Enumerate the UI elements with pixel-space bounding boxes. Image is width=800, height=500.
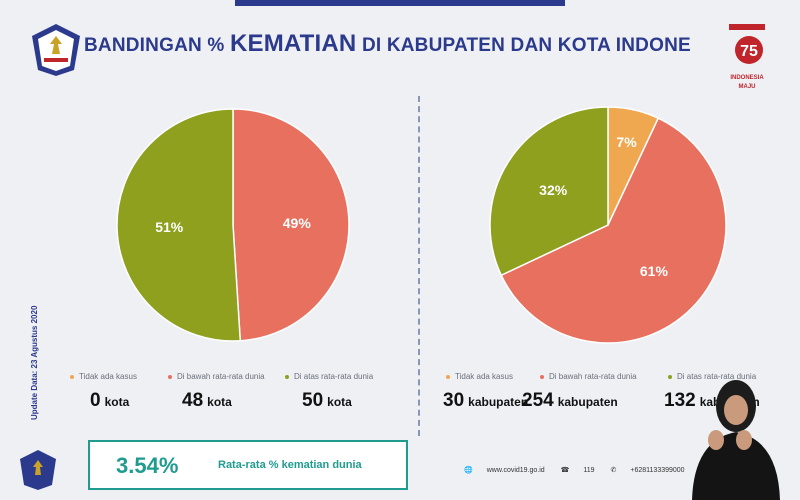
count-unit: kabupaten xyxy=(557,395,618,409)
count-none-kabupaten: 30 kabupaten xyxy=(443,390,528,412)
count-number: 50 xyxy=(302,390,324,411)
pie-slice-above xyxy=(116,108,242,342)
title-emphasis: KEMATIAN xyxy=(229,30,357,57)
count-number: 30 xyxy=(443,390,465,411)
legend-dot xyxy=(70,374,74,379)
legend-none-kabupaten: Tidak ada kasus xyxy=(446,372,513,381)
bnpb-logo-icon xyxy=(32,24,80,76)
count-number: 132 xyxy=(664,390,696,411)
legend-below-kabupaten: Di bawah rata-rata dunia xyxy=(540,372,637,381)
headset-icon: ☎ xyxy=(560,467,570,474)
footer-website: www.covid19.go.id xyxy=(486,467,545,474)
top-accent-bar xyxy=(235,0,565,6)
legend-label: Di atas rata-rata dunia xyxy=(677,372,757,381)
pie-label-none: 7% xyxy=(616,134,637,150)
title-suffix: DI KABUPATEN DAN KOTA INDONE xyxy=(361,35,691,56)
count-above-kota: 50 kota xyxy=(302,390,352,412)
pie-slice-above xyxy=(489,106,609,277)
count-number: 254 xyxy=(522,390,554,411)
pie-chart-kabupaten: 7% 61% 32% xyxy=(489,106,727,344)
brand-text-2: MAJU xyxy=(738,84,756,90)
legend-label: Tidak ada kasus xyxy=(79,372,137,381)
update-date-label: Update Data: 23 Agustus 2020 xyxy=(30,305,39,420)
pie-label-below: 61% xyxy=(640,263,669,279)
count-none-kota: 0 kota xyxy=(90,390,129,412)
indonesia-maju-logo: 75 INDONESIA MAJU xyxy=(722,22,772,92)
legend-dot xyxy=(668,374,672,379)
count-unit: kota xyxy=(104,395,130,409)
count-unit: kota xyxy=(207,395,232,409)
count-number: 0 xyxy=(90,390,101,411)
anniversary-75-icon: 75 xyxy=(729,24,765,64)
pie-label-above: 32% xyxy=(539,182,568,198)
count-number: 48 xyxy=(182,390,204,411)
count-below-kabupaten: 254 kabupaten xyxy=(522,390,618,412)
pie-label-above: 51% xyxy=(155,219,184,235)
page-title: BANDINGAN % KEMATIAN DI KABUPATEN DAN KO… xyxy=(84,30,691,58)
world-average-box: 3.54% Rata-rata % kematian dunia xyxy=(88,440,408,490)
svg-text:75: 75 xyxy=(740,43,758,60)
legend-label: Di bawah rata-rata dunia xyxy=(177,372,265,381)
footer-hotline: 119 xyxy=(583,467,595,474)
footer-contacts: 🌐 www.covid19.go.id ☎ 119 ✆ +6281133399000 xyxy=(464,466,699,474)
pie-chart-kota: 49% 51% xyxy=(116,108,350,342)
legend-dot xyxy=(168,374,172,379)
legend-label: Di bawah rata-rata dunia xyxy=(549,372,637,381)
pie-label-below: 49% xyxy=(283,215,312,231)
count-unit: kabupaten xyxy=(468,395,529,409)
footer-whatsapp: +6281133399000 xyxy=(630,467,685,474)
legend-above-kabupaten: Di atas rata-rata dunia xyxy=(668,372,756,381)
brand-text-1: INDONESIA xyxy=(730,75,764,81)
bnpb-small-logo-icon xyxy=(20,450,56,490)
globe-icon: 🌐 xyxy=(464,467,473,474)
legend-dot xyxy=(540,374,544,379)
legend-above-kota: Di atas rata-rata dunia xyxy=(285,372,373,381)
count-below-kota: 48 kota xyxy=(182,390,232,412)
count-unit: kota xyxy=(327,395,352,409)
legend-below-kota: Di bawah rata-rata dunia xyxy=(168,372,265,381)
legend-none-kota: Tidak ada kasus xyxy=(70,372,137,381)
chart-divider xyxy=(418,96,420,436)
world-average-label: Rata-rata % kematian dunia xyxy=(218,459,362,471)
legend-dot xyxy=(446,374,450,379)
legend-dot xyxy=(285,374,289,379)
pie-slice-below xyxy=(500,117,727,344)
title-prefix: BANDINGAN % xyxy=(84,35,225,56)
legend-label: Tidak ada kasus xyxy=(455,372,513,381)
legend-label: Di atas rata-rata dunia xyxy=(294,372,374,381)
world-average-value: 3.54% xyxy=(116,453,179,478)
pie-slice-below xyxy=(232,108,350,342)
whatsapp-icon: ✆ xyxy=(610,467,617,474)
sign-language-interpreter xyxy=(692,380,780,500)
